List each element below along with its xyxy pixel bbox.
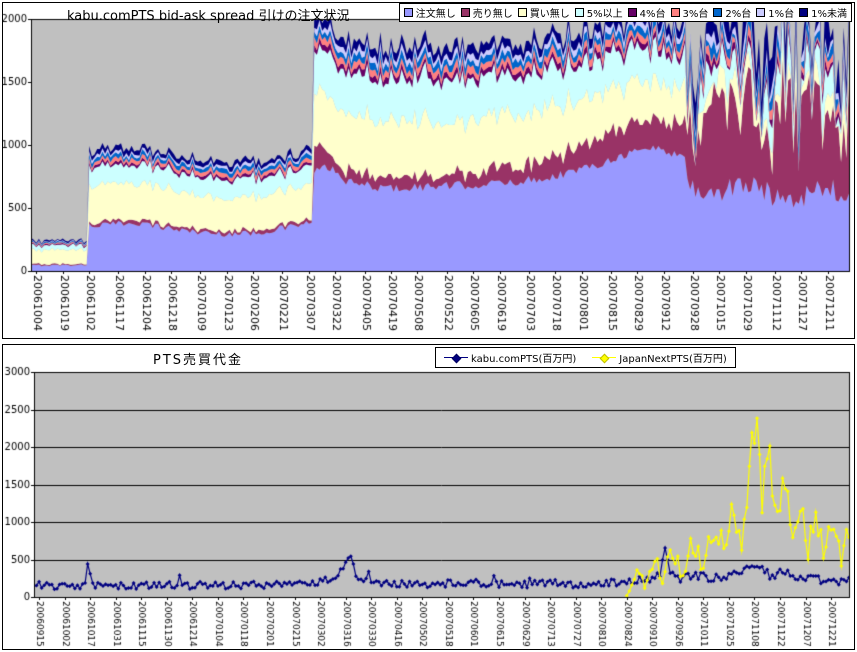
legend-item: 1%台 <box>756 5 794 20</box>
legend-label: 注文無し <box>415 9 456 20</box>
bottom-chart-legend: kabu.comPTS(百万円) JapanNextPTS(百万円) <box>435 347 736 368</box>
legend-item: 注文無し <box>403 5 456 20</box>
legend-item: 1%未満 <box>799 5 847 20</box>
legend-color-swatch <box>460 8 470 17</box>
legend-label: 2%台 <box>725 9 752 20</box>
top-chart: kabu.comPTS bid-ask spread 引けの注文状況 注文無し … <box>2 2 855 339</box>
legend-item: JapanNextPTS(百万円) <box>592 350 727 365</box>
legend-label: 買い無し <box>529 9 570 20</box>
legend-label: 1%未満 <box>811 9 847 20</box>
top-chart-title: kabu.comPTS bid-ask spread 引けの注文状況 <box>67 9 350 24</box>
legend-color-swatch <box>517 8 527 17</box>
legend-item: 売り無し <box>460 5 513 20</box>
line-marker-icon <box>592 353 617 364</box>
legend-label: kabu.comPTS(百万円) <box>471 354 577 365</box>
top-chart-plot <box>3 3 854 338</box>
legend-item: 3%台 <box>670 5 709 20</box>
legend-label: 3%台 <box>682 9 709 20</box>
bottom-chart-plot <box>3 345 854 649</box>
legend-color-swatch <box>713 8 723 17</box>
legend-color-swatch <box>574 8 584 17</box>
legend-color-swatch <box>756 8 766 17</box>
legend-item: 2%台 <box>713 5 751 20</box>
legend-color-swatch <box>670 8 680 17</box>
legend-item: 買い無し <box>517 5 570 20</box>
legend-item: kabu.comPTS(百万円) <box>444 350 576 365</box>
line-marker-icon <box>444 353 468 364</box>
legend-label: 1%台 <box>768 9 795 20</box>
legend-color-swatch <box>799 8 809 17</box>
legend-item: 5%以上 <box>574 5 623 20</box>
legend-label: 4%台 <box>639 9 666 20</box>
legend-label: JapanNextPTS(百万円) <box>619 354 727 365</box>
legend-item: 4%台 <box>627 5 666 20</box>
legend-label: 売り無し <box>472 9 513 20</box>
legend-color-swatch <box>403 8 413 17</box>
bottom-chart: PTS売買代金 kabu.comPTS(百万円) JapanNextPTS(百万… <box>2 344 855 650</box>
legend-label: 5%以上 <box>586 9 623 20</box>
top-chart-legend: 注文無し 売り無し 買い無し 5%以上 4%台 3%台 2%台 1%台 1%未満 <box>398 3 852 22</box>
legend-color-swatch <box>627 8 637 17</box>
bottom-chart-title: PTS売買代金 <box>153 353 244 368</box>
